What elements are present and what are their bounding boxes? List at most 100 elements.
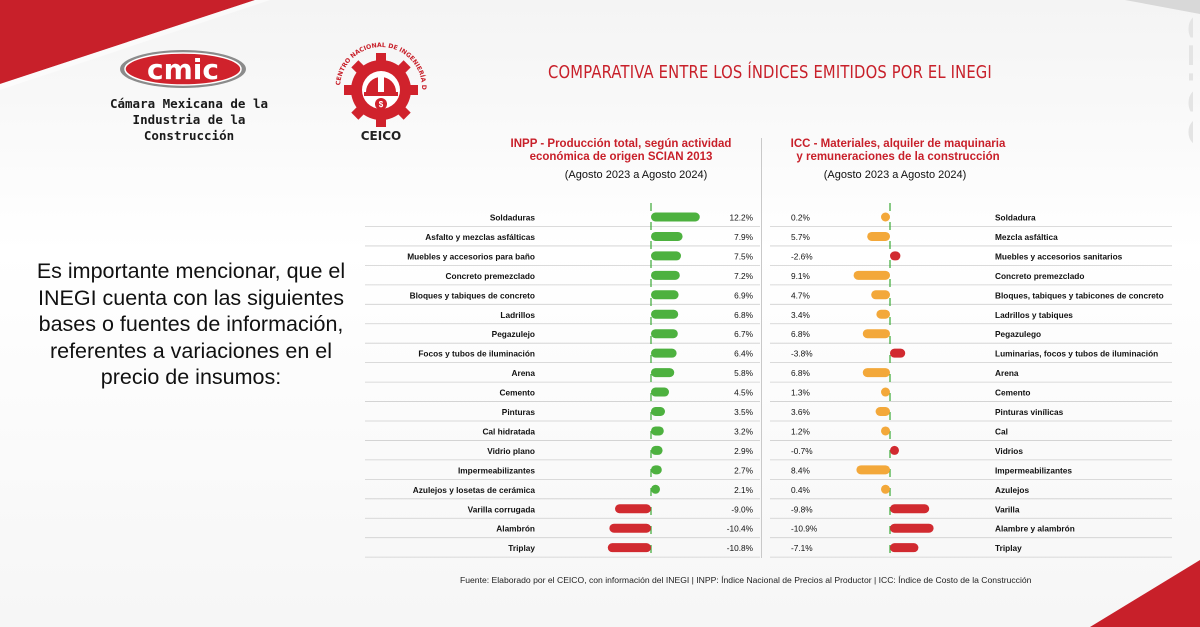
inpp-value-label: 7.5% <box>734 251 754 261</box>
inpp-category-label: Soldaduras <box>490 213 536 223</box>
cmic-name-line2: Industria de la Construcción <box>132 112 246 143</box>
inpp-value-label: 6.7% <box>734 329 754 339</box>
icc-value-label: 0.4% <box>791 485 811 495</box>
icc-category-label: Muebles y accesorios sanitarios <box>995 251 1123 261</box>
inpp-value-label: -10.8% <box>727 543 754 553</box>
icc-bar <box>890 445 899 455</box>
inpp-value-label: 7.2% <box>734 271 754 281</box>
icc-category-label: Mezcla asfáltica <box>995 232 1058 242</box>
inpp-value-label: 2.1% <box>734 485 754 495</box>
icc-category-label: Impermeabilizantes <box>995 465 1072 475</box>
inpp-value-label: 2.7% <box>734 465 754 475</box>
icc-value-label: 3.4% <box>791 310 811 320</box>
icc-value-label: 9.1% <box>791 271 811 281</box>
icc-bar <box>881 212 890 222</box>
inpp-value-label: 4.5% <box>734 388 754 398</box>
cmic-logo: cmic <box>118 48 248 90</box>
corner-decoration-top-right <box>1125 0 1200 14</box>
inpp-category-label: Varilla corrugada <box>468 504 536 514</box>
icc-title-line1: ICC - Materiales, alquiler de maquinaria <box>790 138 1006 150</box>
icc-value-label: -9.8% <box>791 504 813 514</box>
inpp-bar <box>651 309 679 319</box>
icc-value-label: 6.8% <box>791 329 811 339</box>
inpp-category-label: Alambrón <box>496 524 535 534</box>
icc-category-label: Pegazulego <box>995 329 1041 339</box>
icc-category-label: Concreto premezclado <box>995 271 1084 281</box>
inpp-bar <box>651 270 680 280</box>
icc-category-label: Alambre y alambrón <box>995 524 1075 534</box>
inpp-title-line2: económica de origen SCIAN 2013 <box>529 151 713 163</box>
inpp-value-label: 2.9% <box>734 446 754 456</box>
icc-bar <box>853 270 890 280</box>
inpp-bar <box>651 426 664 436</box>
icc-category-label: Bloques, tabiques y tabicones de concret… <box>995 290 1164 300</box>
icc-category-label: Varilla <box>995 504 1020 514</box>
inpp-category-label: Pinturas <box>502 407 536 417</box>
icc-value-label: -3.8% <box>791 349 813 359</box>
page-title: COMPARATIVA ENTRE LOS ÍNDICES EMITIDOS P… <box>548 62 992 83</box>
inpp-bar <box>651 348 677 358</box>
cmic-name-line1: Cámara Mexicana de la <box>109 96 269 111</box>
inpp-chart-title: INPP - Producción total, según actividad… <box>476 138 766 164</box>
inpp-value-label: 3.2% <box>734 426 754 436</box>
inpp-bar <box>651 465 662 475</box>
cmic-name: Cámara Mexicana de la Industria de la Co… <box>84 96 294 144</box>
inpp-bar <box>607 543 651 553</box>
icc-category-label: Ladrillos y tabiques <box>995 310 1073 320</box>
inpp-period: (Agosto 2023 a Agosto 2024) <box>564 169 708 181</box>
icc-value-label: 1.2% <box>791 426 811 436</box>
icc-category-label: Cal <box>995 426 1008 436</box>
inpp-value-label: -9.0% <box>731 504 753 514</box>
icc-category-label: Soldadura <box>995 213 1036 223</box>
ceico-logo-text: CEICO <box>361 129 401 143</box>
icc-bar <box>890 543 919 553</box>
inpp-category-label: Bloques y tabiques de concreto <box>410 290 535 300</box>
icc-title-line2: y remuneraciones de la construcción <box>796 151 1000 163</box>
icc-category-label: Arena <box>995 368 1019 378</box>
icc-period: (Agosto 2023 a Agosto 2024) <box>823 169 967 181</box>
icc-bar <box>875 407 890 416</box>
icc-value-label: 6.8% <box>791 368 811 378</box>
icc-bar <box>862 368 890 378</box>
inpp-bar <box>651 387 669 397</box>
inpp-category-label: Focos y tubos de iluminación <box>418 349 535 359</box>
inpp-value-label: 6.4% <box>734 349 754 359</box>
icc-bar <box>881 426 890 436</box>
inpp-bar <box>651 484 660 494</box>
inpp-bar <box>651 329 678 339</box>
icc-category-label: Luminarias, focos y tubos de iluminación <box>995 349 1158 359</box>
inpp-bar <box>615 504 651 514</box>
icc-value-label: -2.6% <box>791 251 813 261</box>
inpp-bar <box>651 290 679 300</box>
inpp-value-label: 6.8% <box>734 310 754 320</box>
side-brand: CEICO <box>1180 12 1193 150</box>
icc-value-label: 1.3% <box>791 388 811 398</box>
icc-bar <box>890 251 901 261</box>
inpp-category-label: Triplay <box>508 543 535 553</box>
icc-category-label: Pinturas vinílicas <box>995 407 1064 417</box>
inpp-bar <box>609 523 651 533</box>
svg-text:$: $ <box>379 100 384 109</box>
icc-chart-title: ICC - Materiales, alquiler de maquinaria… <box>753 138 1043 164</box>
inpp-category-label: Muebles y accesorios para baño <box>407 251 535 261</box>
intro-paragraph: Es importante mencionar, que el INEGI cu… <box>36 259 346 389</box>
icc-bar <box>881 484 890 494</box>
inpp-category-label: Asfalto y mezclas asfálticas <box>425 232 535 242</box>
inpp-category-label: Ladrillos <box>500 310 535 320</box>
icc-bar <box>890 523 934 533</box>
inpp-bar <box>651 251 681 261</box>
icc-bar <box>890 504 930 514</box>
icc-category-label: Vidrios <box>995 446 1023 456</box>
icc-category-label: Cemento <box>995 388 1031 398</box>
inpp-category-label: Concreto premezclado <box>446 271 535 281</box>
icc-bar <box>881 387 890 397</box>
cmic-logo-text: cmic <box>147 53 219 86</box>
inpp-bar <box>651 407 665 416</box>
icc-value-label: -7.1% <box>791 543 813 553</box>
inpp-bar <box>651 445 663 455</box>
inpp-category-label: Azulejos y losetas de cerámica <box>413 485 536 495</box>
icc-value-label: -0.7% <box>791 446 813 456</box>
icc-category-label: Azulejos <box>995 485 1030 495</box>
icc-bar <box>856 465 890 475</box>
